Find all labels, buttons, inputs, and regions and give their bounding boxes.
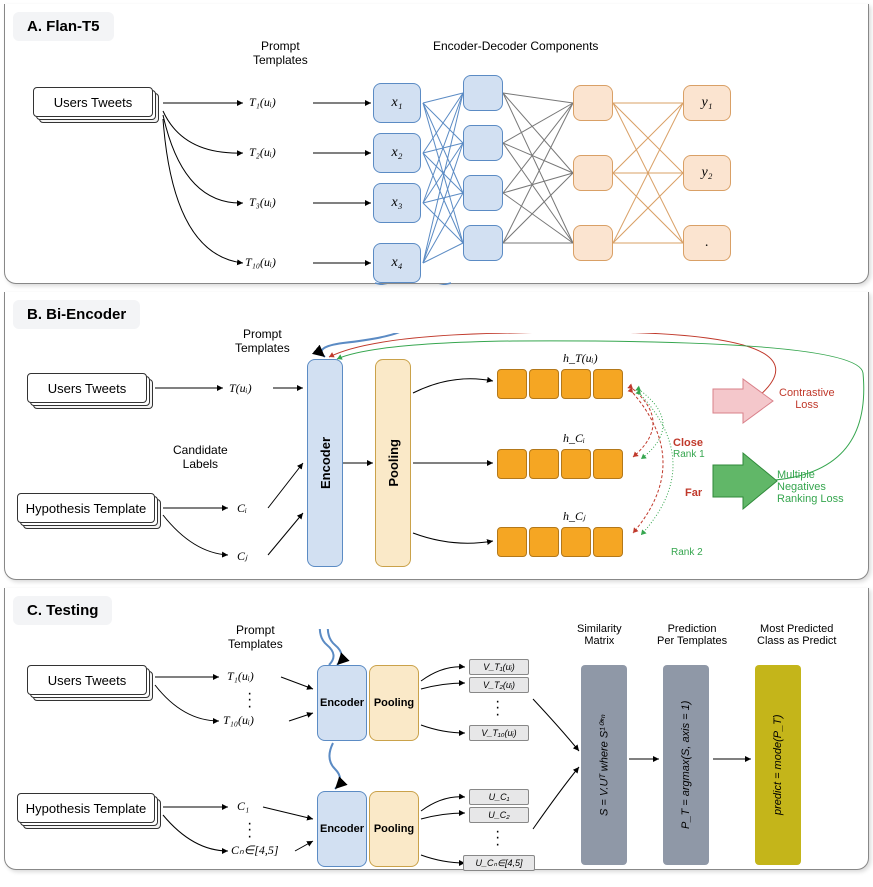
dots-T: ··· <box>247 691 252 710</box>
panel-a-svg <box>13 45 873 285</box>
x4-node: x₄ <box>373 243 421 283</box>
panel-c-svg <box>13 629 873 875</box>
hCi-vec <box>497 449 623 479</box>
dec-node-2 <box>573 155 613 191</box>
t2-label: T₂(uᵢ) <box>249 145 276 160</box>
pooling-c-top: Pooling <box>369 665 419 741</box>
contrastive-label: Contrastive Loss <box>779 387 835 411</box>
V2-box: V_T₂(uᵢ) <box>469 677 529 693</box>
hCj-vec <box>497 527 623 557</box>
t10-label: T₁₀(uᵢ) <box>245 255 276 270</box>
U2-box: U_C₂ <box>469 807 529 823</box>
far-label: Far <box>685 487 702 499</box>
pooling-box-b: Pooling <box>375 359 411 567</box>
Cj-label: Cⱼ <box>237 549 247 564</box>
rank1-label: Rank 1 <box>673 449 705 460</box>
panel-flan-t5: A. Flan-T5 Prompt Templates Encoder-Deco… <box>4 4 869 284</box>
panel-bi-encoder: B. Bi-Encoder Prompt Templates Users Twe… <box>4 292 869 580</box>
encoder-box-b: Encoder <box>307 359 343 567</box>
y1-node: y₁ <box>683 85 731 121</box>
pooling-c-bot: Pooling <box>369 791 419 867</box>
encoder-c-bot: Encoder <box>317 791 367 867</box>
V1-box: V_T₁(uᵢ) <box>469 659 529 675</box>
dec-node-1 <box>573 85 613 121</box>
panel-c-title: C. Testing <box>13 596 112 625</box>
y2-node: y₂ <box>683 155 731 191</box>
hCi-label: h_Cᵢ <box>563 431 585 446</box>
Un-box: U_Cₙ∈[4,5] <box>463 855 535 871</box>
encoder-label-b: Encoder <box>318 437 333 489</box>
x3-node: x₃ <box>373 183 421 223</box>
Ci-label: Cᵢ <box>237 501 247 516</box>
t3-label: T₃(uᵢ) <box>249 195 276 210</box>
T1-c: T₁(uᵢ) <box>227 669 254 684</box>
x1-node: x₁ <box>373 83 421 123</box>
mnloss-label: Multiple Negatives Ranking Loss <box>777 469 860 505</box>
rank2-label: Rank 2 <box>671 547 703 558</box>
hT-vec <box>497 369 623 399</box>
hT-label: h_T(uᵢ) <box>563 351 598 366</box>
enc-node-3 <box>463 175 503 211</box>
panel-a-title: A. Flan-T5 <box>13 12 114 41</box>
prediction-box: P_T = argmax(S, axis = 1) <box>663 665 709 865</box>
T10-c: T₁₀(uᵢ) <box>223 713 254 728</box>
T-label: T(uᵢ) <box>229 381 252 396</box>
y3-node: . <box>683 225 731 261</box>
dots-V: ··· <box>495 699 500 718</box>
hCj-label: h_Cⱼ <box>563 509 585 524</box>
pooling-label-b: Pooling <box>386 439 401 487</box>
panel-testing: C. Testing Prompt Templates Similarity M… <box>4 588 869 870</box>
enc-node-1 <box>463 75 503 111</box>
panel-b-svg <box>13 333 873 583</box>
dots-U: ··· <box>495 829 500 848</box>
close-label: Close <box>673 437 703 449</box>
U1-box: U_C₁ <box>469 789 529 805</box>
enc-node-2 <box>463 125 503 161</box>
encoder-c-top: Encoder <box>317 665 367 741</box>
predict-box: predict = mode(P_T) <box>755 665 801 865</box>
x2-node: x₂ <box>373 133 421 173</box>
similarity-box: S = V.Uᵀ where S¹⁰*ⁿ <box>581 665 627 865</box>
enc-node-4 <box>463 225 503 261</box>
dots-C: ··· <box>247 821 252 840</box>
C1-c: C₁ <box>237 799 249 814</box>
panel-b-title: B. Bi-Encoder <box>13 300 140 329</box>
dec-node-3 <box>573 225 613 261</box>
t1-label: T₁(uᵢ) <box>249 95 276 110</box>
V10-box: V_T₁₀(uᵢ) <box>469 725 529 741</box>
Cn-c: Cₙ∈[4,5] <box>231 843 279 858</box>
